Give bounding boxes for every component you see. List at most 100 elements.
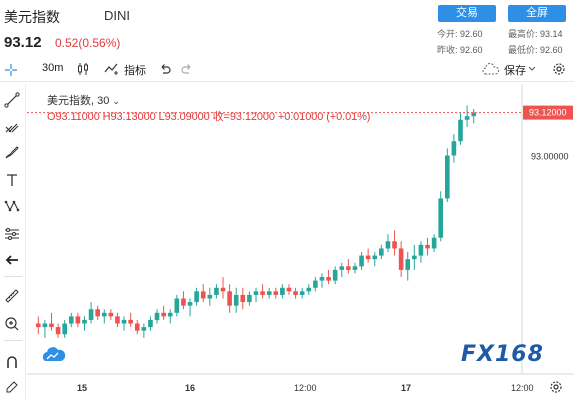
settings-gear-icon — [550, 381, 562, 393]
candle-body — [392, 241, 397, 249]
candle-body — [306, 287, 312, 292]
candle-body — [154, 312, 160, 320]
x-tick-label: 17 — [401, 383, 411, 393]
fullscreen-button[interactable]: 全屏 — [508, 5, 566, 22]
pencil-lock-icon[interactable] — [4, 379, 20, 395]
candle-body — [365, 255, 371, 260]
candle-body — [464, 116, 470, 120]
candle-body — [128, 319, 133, 324]
candle-body — [214, 287, 219, 295]
candle-body — [438, 198, 444, 238]
candle-body — [412, 255, 417, 260]
candle-body — [346, 266, 351, 270]
chart-canvas[interactable]: 93.00000 93.12000 15 16 12:00 17 12:00 — [27, 84, 574, 400]
candle-body — [379, 248, 384, 256]
trend-line-icon[interactable] — [4, 92, 20, 108]
candle-body — [134, 323, 140, 331]
candle-body — [299, 291, 305, 295]
x-tick-label: 15 — [77, 383, 87, 393]
legend-title[interactable]: 美元指数, 30 ⌄ — [47, 95, 120, 107]
price-axis: 93.00000 93.12000 — [523, 105, 573, 162]
candle-body — [398, 248, 404, 270]
candle-body — [49, 323, 54, 328]
x-tick-label: 16 — [185, 383, 195, 393]
prediction-icon[interactable] — [4, 226, 20, 242]
candle-body — [181, 298, 186, 306]
pattern-icon[interactable] — [4, 198, 20, 214]
cloud-logo-icon — [42, 347, 66, 361]
candle-body — [253, 291, 259, 295]
magnet-icon[interactable] — [4, 354, 20, 370]
candle-series — [35, 105, 477, 338]
stat-high: 最高价: 93.14 — [508, 29, 563, 39]
chart-toolbar: 30m 指标 保存 — [0, 58, 574, 82]
brush-icon[interactable] — [4, 144, 20, 160]
candle-body — [418, 244, 424, 256]
stat-open: 今开: 92.60 — [437, 29, 483, 39]
candle-body — [372, 255, 378, 260]
candle-body — [247, 294, 252, 303]
text-icon[interactable] — [4, 172, 20, 188]
candle-body — [240, 294, 246, 303]
candle-body — [425, 244, 430, 249]
candle-body — [352, 266, 358, 270]
crosshair-icon[interactable] — [4, 63, 18, 77]
candle-body — [167, 312, 173, 317]
candle-body — [286, 287, 292, 292]
candle-body — [62, 323, 67, 335]
candle-body — [445, 155, 450, 199]
candle-body — [220, 287, 226, 292]
pitchfork-icon[interactable] — [4, 118, 20, 134]
tool-divider — [4, 340, 22, 341]
candles-icon[interactable] — [76, 62, 90, 76]
candle-body — [75, 316, 81, 324]
indicator-button[interactable]: 指标 — [124, 65, 146, 77]
candle-body — [405, 259, 411, 270]
back-arrow-icon[interactable] — [4, 252, 20, 268]
price-chart[interactable]: 93.00000 93.12000 15 16 12:00 17 12:00 美元指数, … — [27, 84, 574, 400]
candle-body — [280, 287, 285, 295]
trade-button[interactable]: 交易 — [438, 5, 496, 22]
candle-body — [273, 291, 279, 295]
stat-low: 最低价: 92.60 — [508, 45, 563, 55]
redo-icon[interactable] — [180, 62, 194, 76]
candle-body — [148, 319, 153, 328]
chevron-down-icon[interactable] — [528, 65, 536, 73]
y-tick-label: 93.00000 — [531, 152, 569, 162]
candle-body — [35, 323, 41, 328]
candle-body — [207, 294, 213, 299]
candle-body — [233, 294, 239, 306]
candle-body — [108, 312, 114, 317]
candle-body — [194, 291, 199, 303]
candle-body — [174, 298, 180, 313]
cloud-icon[interactable] — [481, 62, 501, 76]
legend-ohlc: O93.11000 H93.13000 L93.09000 收=93.12000… — [47, 111, 371, 123]
candle-body — [319, 277, 325, 281]
undo-icon[interactable] — [158, 62, 172, 76]
ruler-icon[interactable] — [4, 288, 20, 304]
tool-divider — [4, 276, 22, 277]
candle-body — [266, 291, 272, 295]
candle-body — [101, 312, 107, 317]
interval-selector[interactable]: 30m — [42, 62, 64, 74]
indicator-icon[interactable] — [104, 62, 118, 76]
instrument-code: DINI — [104, 8, 130, 23]
gear-icon[interactable] — [552, 62, 566, 76]
candle-body — [227, 291, 232, 306]
candle-body — [313, 280, 318, 288]
candle-body — [141, 327, 147, 331]
save-button[interactable]: 保存 — [504, 65, 526, 77]
candle-body — [115, 316, 120, 324]
zoom-in-icon[interactable] — [4, 316, 20, 332]
stat-prev-close: 昨收: 92.60 — [437, 45, 483, 55]
candle-body — [471, 112, 477, 117]
candle-body — [88, 309, 94, 320]
candle-body — [55, 327, 61, 335]
fx168-logo: FX168 — [461, 342, 544, 367]
last-price: 93.12 — [4, 34, 42, 51]
candle-body — [326, 277, 331, 281]
last-price-tag — [523, 105, 573, 120]
price-change: 0.52(0.56%) — [55, 36, 121, 50]
instrument-title: 美元指数 — [4, 9, 60, 25]
candle-body — [431, 237, 437, 249]
